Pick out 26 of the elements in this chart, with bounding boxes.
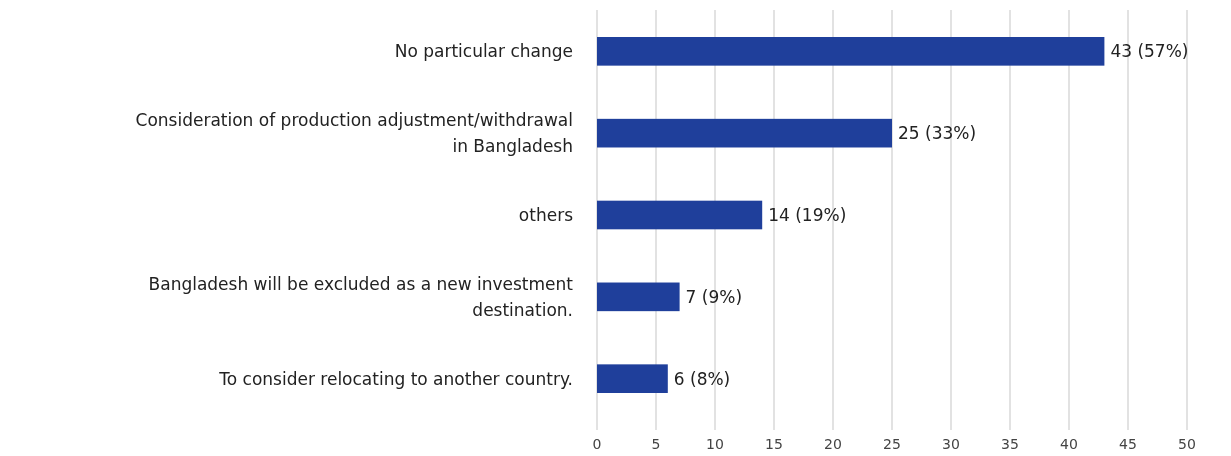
x-tick-label: 45 [1119,436,1137,452]
y-tick-label: Bangladesh will be excluded as a new investment destination. [148,273,574,320]
data-label: 7 (9%) [685,286,743,307]
data-label: 43 (57%) [1110,41,1189,62]
x-tick-label: 10 [706,436,724,452]
x-tick-label: 35 [1001,436,1019,452]
x-tick-label: 15 [765,436,783,452]
bar [597,282,680,312]
y-tick-label: To consider relocating to another country. [218,368,573,389]
bar [597,118,892,148]
y-tick-label: others [518,205,574,225]
x-tick-label: 50 [1178,436,1196,452]
data-label: 25 (33%) [898,123,977,144]
x-tick-label: 20 [824,436,842,452]
x-tick-label: 30 [942,436,960,452]
x-tick-label: 0 [592,436,602,452]
data-label: 14 (19%) [768,205,847,225]
bar [597,364,668,393]
data-label: 6 (8%) [673,368,731,389]
x-tick-label: 40 [1060,436,1078,452]
bar [597,200,763,230]
x-tick-label: 25 [883,436,901,452]
y-tick-label: No particular change [394,41,573,62]
bar [597,37,1105,66]
x-tick-label: 5 [651,436,661,452]
y-tick-label: Consideration of production adjustment/withdrawal in Bangladesh [135,110,573,157]
